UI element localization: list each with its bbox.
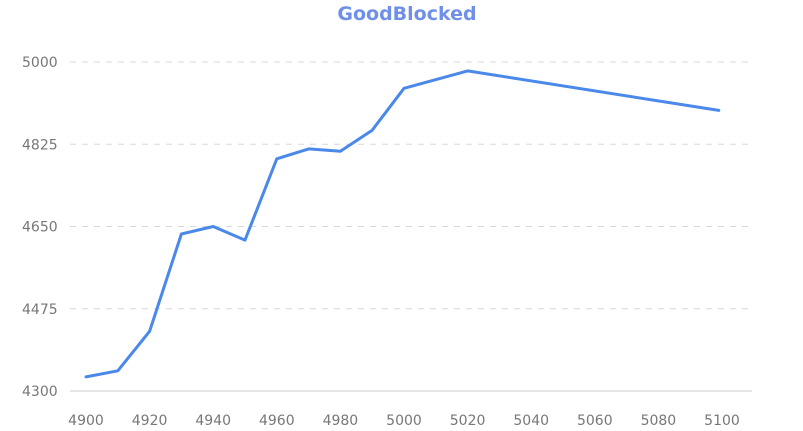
x-axis-tick-labels: 4900 4920 4940 4960 4980 5000 5020 5040 5060 5080…: [68, 413, 740, 429]
y-tick-label: 4825: [22, 137, 58, 153]
x-tick-label: 4920: [132, 413, 168, 429]
y-tick-label: 4475: [22, 302, 58, 318]
x-tick-label: 5020: [450, 413, 486, 429]
y-tick-label: 4650: [22, 220, 58, 236]
x-tick-label: 5040: [513, 413, 549, 429]
y-axis-tick-labels: 4300 4475 4650 4825 5000: [22, 55, 58, 400]
x-tick-label: 4980: [323, 413, 359, 429]
x-tick-label: 5080: [641, 413, 677, 429]
grid-lines: [70, 61, 752, 392]
x-tick-label: 4960: [259, 413, 295, 429]
x-tick-label: 5100: [704, 413, 740, 429]
x-tick-label: 4900: [68, 413, 104, 429]
x-tick-label: 5060: [577, 413, 613, 429]
x-tick-label: 4940: [195, 413, 231, 429]
series-layer: [84, 69, 721, 379]
chart-title: GoodBlocked: [337, 3, 476, 25]
y-tick-label: 4300: [22, 384, 58, 400]
series-line-0: [84, 69, 721, 379]
x-tick-label: 5000: [386, 413, 422, 429]
y-tick-label: 5000: [22, 55, 58, 71]
